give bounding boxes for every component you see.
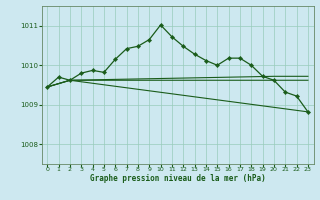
X-axis label: Graphe pression niveau de la mer (hPa): Graphe pression niveau de la mer (hPa) [90, 174, 266, 183]
